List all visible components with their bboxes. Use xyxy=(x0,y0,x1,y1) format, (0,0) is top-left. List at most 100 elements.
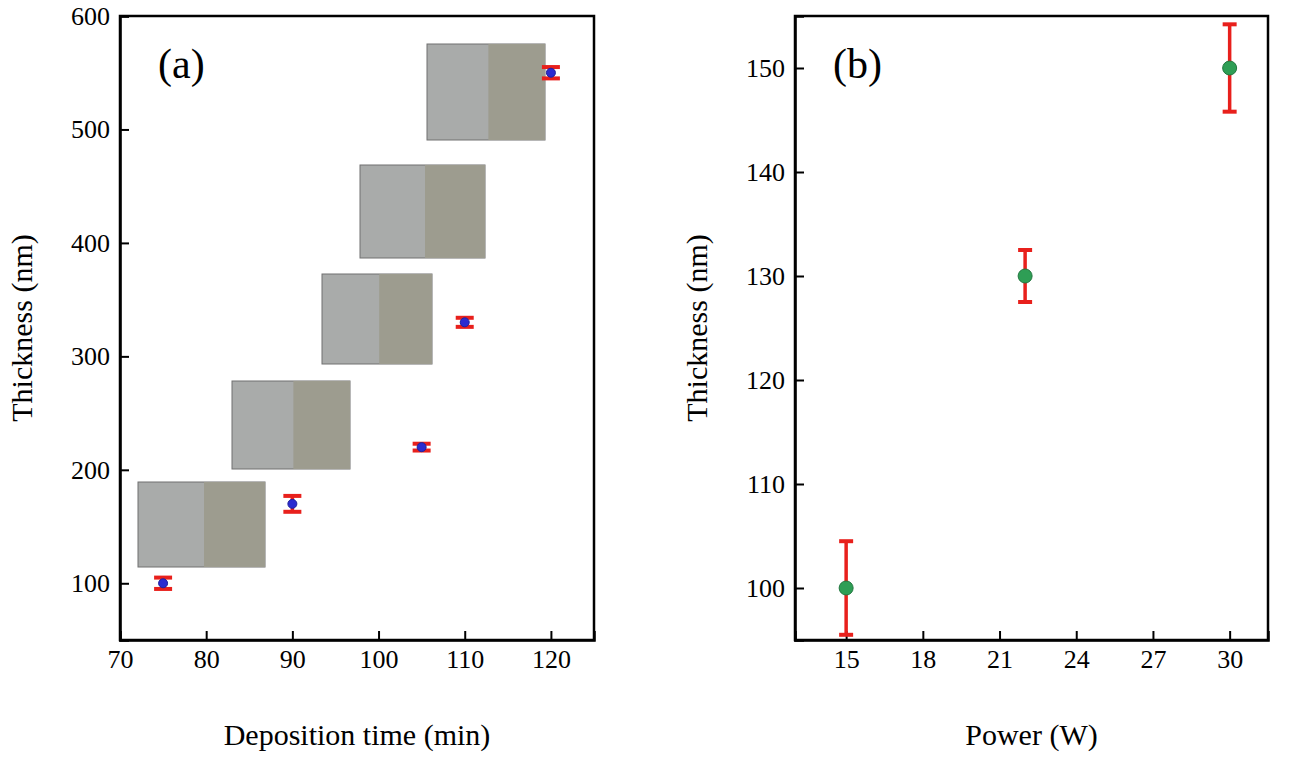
x-tick-mark xyxy=(550,631,552,640)
y-tick-mark xyxy=(120,583,129,585)
y-tick-mark xyxy=(120,356,129,358)
photo-substrate xyxy=(322,274,432,364)
y-tick-label: 120 xyxy=(746,366,785,395)
x-axis-line xyxy=(796,631,1269,641)
x-axis: 70 80 90 100 110 120 xyxy=(108,631,595,674)
panel: 151821242730100110120130140150Power (W)T… xyxy=(680,16,1269,752)
error-cap-high xyxy=(283,494,301,498)
x-tick: 80 xyxy=(194,631,220,674)
y-axis: 100 200 300 400 500 600 xyxy=(71,2,129,641)
x-tick-mark xyxy=(292,631,294,640)
x-tick-label: 110 xyxy=(446,645,484,674)
inset-photo xyxy=(138,482,265,567)
photo-substrate xyxy=(360,165,485,258)
inset-photo xyxy=(322,274,432,364)
y-tick-label: 300 xyxy=(71,342,110,371)
error-bar xyxy=(1223,24,1237,111)
y-axis-line xyxy=(796,17,805,641)
y-tick-label: 100 xyxy=(71,569,110,598)
error-bar xyxy=(456,318,474,327)
point xyxy=(1223,61,1237,75)
error-bar xyxy=(1018,250,1032,302)
y-tick-mark xyxy=(795,588,804,590)
panel: 70 80 90 100 110 120 100 200 300 400 500 600 Deposit… xyxy=(5,2,595,752)
photo-film xyxy=(488,44,545,140)
x-tick: 15 xyxy=(834,631,860,674)
y-tick: 140 xyxy=(746,158,804,187)
y-tick: 200 xyxy=(71,456,129,485)
y-tick: 100 xyxy=(746,574,804,603)
plot-frame xyxy=(795,16,1268,640)
error-cap-high xyxy=(1223,22,1237,26)
x-tick-mark xyxy=(464,631,466,640)
point xyxy=(417,443,426,452)
plot-frame xyxy=(120,16,594,640)
photo-film xyxy=(293,381,350,469)
y-tick-mark xyxy=(120,16,129,18)
x-tick-mark xyxy=(206,631,208,640)
x-tick-label: 100 xyxy=(360,645,399,674)
x-tick: 110 xyxy=(446,631,484,674)
x-tick-label: 21 xyxy=(987,645,1013,674)
photo-film xyxy=(204,482,265,567)
x-tick-label: 80 xyxy=(194,645,220,674)
error-bar xyxy=(154,578,172,589)
y-tick-label: 200 xyxy=(71,456,110,485)
y-tick-label: 500 xyxy=(71,115,110,144)
x-tick: 120 xyxy=(532,631,571,674)
x-tick-label: 30 xyxy=(1217,645,1243,674)
y-tick-label: 130 xyxy=(746,262,785,291)
x-tick: 27 xyxy=(1140,631,1166,674)
point xyxy=(159,579,168,588)
inset-photo xyxy=(427,44,545,140)
error-cap-low xyxy=(283,510,301,514)
x-tick-mark xyxy=(378,631,380,640)
x-tick-mark xyxy=(1076,631,1078,640)
y-tick: 100 xyxy=(71,569,129,598)
inset-photos xyxy=(138,44,545,567)
y-tick-mark xyxy=(795,172,804,174)
x-axis-title: Deposition time (min) xyxy=(224,718,491,752)
photo-film xyxy=(379,274,432,364)
error-cap-low xyxy=(1223,110,1237,114)
x-tick-label: 70 xyxy=(108,645,134,674)
inset-photo xyxy=(360,165,485,258)
point xyxy=(288,499,297,508)
y-tick: 600 xyxy=(71,2,129,31)
point xyxy=(1018,269,1032,283)
x-tick-label: 24 xyxy=(1064,645,1090,674)
error-bar xyxy=(542,67,560,78)
y-tick-mark xyxy=(795,380,804,382)
x-tick: 90 xyxy=(280,631,306,674)
y-tick: 130 xyxy=(746,262,804,291)
y-tick: 300 xyxy=(71,342,129,371)
y-axis-title: Thickness (nm) xyxy=(5,234,39,421)
x-tick-label: 18 xyxy=(910,645,936,674)
error-bar xyxy=(839,541,853,635)
error-cap-low xyxy=(839,633,853,637)
y-tick-label: 600 xyxy=(71,2,110,31)
x-axis-line xyxy=(121,631,595,641)
data-layer xyxy=(154,67,560,589)
data-layer xyxy=(839,24,1237,634)
y-tick-mark xyxy=(120,242,129,244)
y-tick: 110 xyxy=(747,470,804,499)
panel-label: (b) xyxy=(833,41,882,88)
x-tick-label: 15 xyxy=(834,645,860,674)
point xyxy=(839,581,853,595)
y-tick: 400 xyxy=(71,229,129,258)
panel-label: (a) xyxy=(158,41,205,88)
y-tick-label: 100 xyxy=(746,574,785,603)
y-tick: 150 xyxy=(746,54,804,83)
x-tick-mark xyxy=(922,631,924,640)
error-cap-high xyxy=(1018,248,1032,252)
x-tick: 24 xyxy=(1064,631,1090,674)
x-tick: 21 xyxy=(987,631,1013,674)
error-bar xyxy=(283,496,301,512)
x-tick-label: 27 xyxy=(1140,645,1166,674)
x-tick: 30 xyxy=(1217,631,1243,674)
y-axis: 100 110 120 130 140 150 xyxy=(746,17,804,641)
x-tick-mark xyxy=(999,631,1001,640)
y-tick-label: 140 xyxy=(746,158,785,187)
y-tick-mark xyxy=(795,484,804,486)
